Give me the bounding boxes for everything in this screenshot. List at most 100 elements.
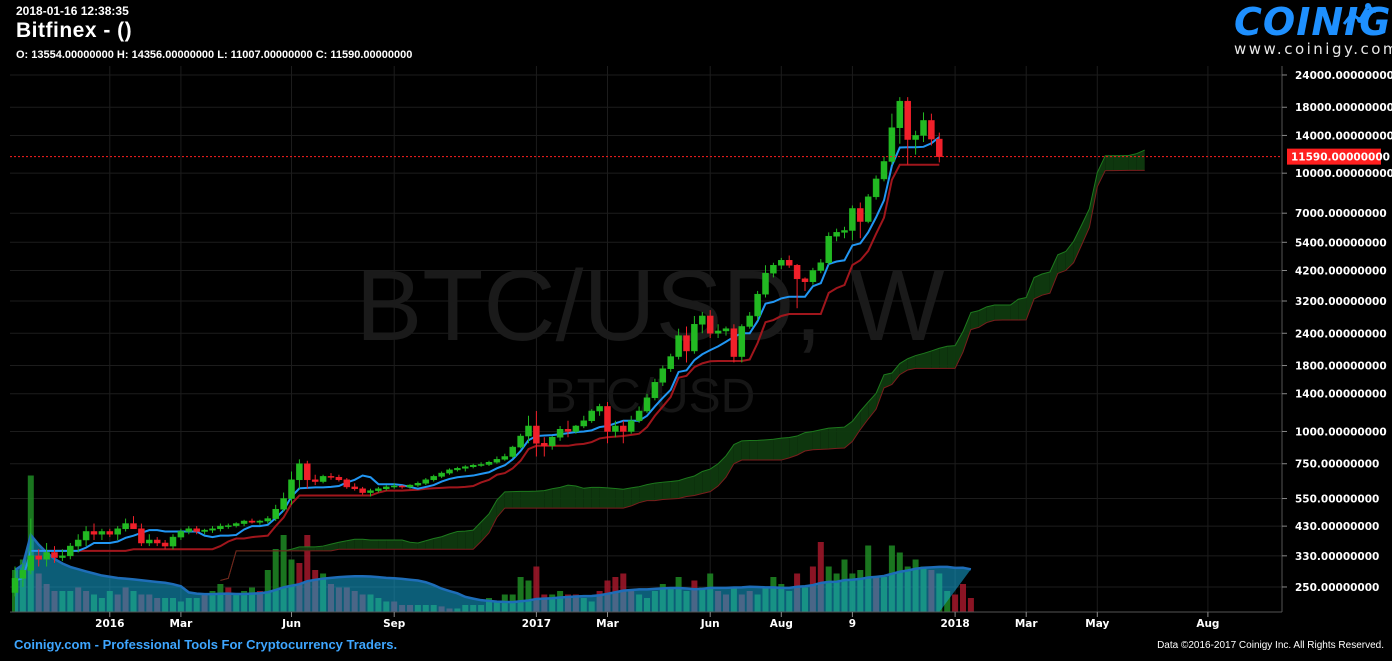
cloud-segment [544,488,553,509]
candle-body [422,479,430,484]
candle-body [11,578,19,593]
cloud-segment [647,483,655,501]
chart-trend-icon [1342,3,1377,25]
cloud-segment [1081,208,1090,246]
candle-body [825,235,832,264]
cloud-segment [1010,299,1019,321]
candle-body [643,397,651,412]
candle-body [485,462,493,465]
price-tick-label: 2400.00000000 [1295,328,1387,340]
candle-body [343,479,351,488]
candle-body [841,230,848,233]
candle-body [98,531,106,535]
candle-body [414,483,422,486]
cloud-segment [884,373,892,388]
cloud-segment [631,486,640,506]
candle-body [651,382,659,399]
candle-body [280,498,287,510]
candle-body [193,528,200,532]
candle-body [59,555,66,558]
cloud-segment [852,411,861,442]
cloud-segment [773,438,782,461]
cloud-segment [923,350,932,369]
candle-body [351,486,358,490]
cloud-segment [433,536,442,550]
cloud-segment [410,542,418,550]
last-price-marker: 11590.00000000 [10,148,1390,165]
cloud-segment [568,485,576,509]
cloud-segment [891,363,900,385]
cloud-segment [575,485,584,509]
candle-body [311,479,319,482]
candle-body [627,420,635,432]
candle-body [667,356,674,369]
candle-body [604,406,611,432]
cloud-segment [362,539,371,550]
candle-body [201,529,208,532]
cloud-segment [307,546,316,551]
cloud-segment [662,481,671,500]
candle-body [833,232,840,237]
time-tick-label: 9 [849,618,856,630]
candle-body [177,531,185,538]
cloud-segment [370,540,379,550]
candle-body [675,335,682,357]
candle-body [454,468,461,471]
candle-body [35,555,42,560]
candle-body [572,425,580,432]
kijun-line [14,163,940,582]
cloud-segment [520,491,529,509]
cloud-segment [607,487,616,509]
candle-body [525,425,532,437]
cloud-segment [1073,225,1082,263]
candle-body [185,528,193,532]
candle-body [327,476,335,478]
cloud-segment [726,444,734,478]
candle-body [785,260,793,266]
time-tick-label: 2016 [95,618,124,630]
volume-ma-area [15,535,971,612]
candle-body [256,520,264,523]
ohlc-readout: O: 13554.00000000 H: 14356.00000000 L: 1… [16,49,413,61]
price-tick-label: 1000.00000000 [1295,426,1387,438]
candle-body [880,161,888,180]
candle-body [232,523,240,526]
cloud-segment [876,374,884,410]
cloud-segment [1034,274,1042,299]
candle-body [469,464,477,468]
time-tick-label: Mar [596,618,620,630]
cloud-segment [583,487,592,509]
time-axis: 2016 Mar Jun Sep 2017 Mar Jun Aug 9 2018 Mar May Aug [10,611,1282,630]
cloud-segment [465,530,474,550]
ichimoku-cloud [220,149,1145,581]
time-tick-label: Jun [700,618,720,630]
cloud-segment [425,538,434,550]
volume-layer [12,475,974,612]
cloud-segment [1065,241,1074,271]
logo-wordmark: COINIGY [1234,0,1392,44]
cloud-segment [591,487,600,509]
candle-body [635,410,643,422]
candle-body [683,335,690,352]
coinigy-logo[interactable]: COINIGY www.coinigy.com [1204,0,1392,60]
footer-tagline[interactable]: Coinigy.com - Professional Tools For Cry… [14,637,398,652]
cloud-segment [963,312,971,353]
cloud-segment [654,482,663,501]
candle-body [612,425,619,432]
chart-timestamp: 2018-01-16 12:38:35 [16,4,129,18]
cloud-segment [947,345,956,369]
cloud-segment [386,540,395,550]
candle-body [319,476,327,482]
cloud-segment [820,428,829,450]
candle-body [430,476,437,481]
price-tick-label: 550.00000000 [1295,494,1379,506]
candle-body [817,262,825,271]
cloud-segment [528,491,537,509]
cloud-segment [394,540,403,550]
candle-body [541,443,548,447]
volume-bar [952,594,959,612]
cloud-segment [1105,155,1114,171]
cloud-segment [560,485,568,509]
candle-body [264,518,272,522]
